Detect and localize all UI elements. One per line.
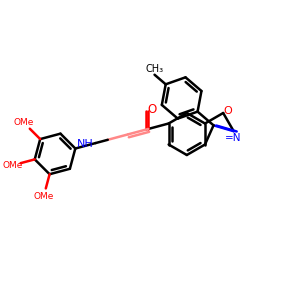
Text: OMe: OMe <box>2 161 22 170</box>
Text: =N: =N <box>224 133 241 143</box>
Text: OMe: OMe <box>33 192 54 201</box>
Text: NH: NH <box>77 139 94 149</box>
Text: OMe: OMe <box>14 118 34 127</box>
Text: O: O <box>148 103 157 116</box>
Text: CH₃: CH₃ <box>146 64 164 74</box>
Text: O: O <box>224 106 233 116</box>
